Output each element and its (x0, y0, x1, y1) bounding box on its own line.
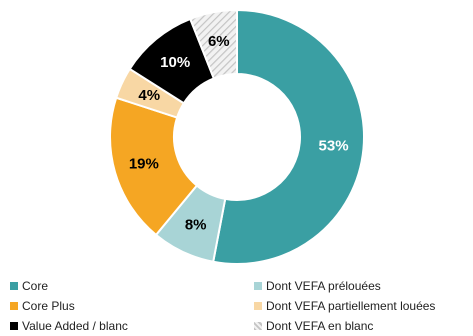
legend-swatch (10, 302, 18, 310)
legend-item-value-added-blanc: Value Added / blanc (10, 317, 128, 335)
legend-label: Dont VEFA partiellement louées (266, 299, 435, 313)
legend-swatch (254, 282, 262, 290)
chart-legend: Core Core Plus Value Added / blanc Dont VEF… (0, 277, 473, 336)
legend-label: Core (22, 279, 48, 293)
slice-label-dont-vefa-en-blanc: 6% (208, 33, 230, 50)
legend-swatch (10, 282, 18, 290)
legend-label: Core Plus (22, 299, 75, 313)
legend-swatch (254, 302, 262, 310)
legend-item-core-plus: Core Plus (10, 297, 75, 315)
slice-label-core-plus: 19% (129, 156, 159, 173)
legend-item-dont-vefa-partiellement-louees: Dont VEFA partiellement louées (254, 297, 435, 315)
legend-label: Dont VEFA prélouées (266, 279, 381, 293)
slice-label-value-added-blanc: 10% (160, 54, 190, 71)
slice-label-core: 53% (319, 138, 349, 155)
legend-label: Value Added / blanc (22, 319, 128, 333)
slice-label-dont-vefa-prelouees: 8% (185, 216, 207, 233)
legend-item-dont-vefa-prelouees: Dont VEFA prélouées (254, 277, 381, 295)
donut-chart: 53% 8% 19% 4%10% 6% (0, 0, 473, 275)
legend-label: Dont VEFA en blanc (266, 319, 373, 333)
legend-item-dont-vefa-en-blanc: Dont VEFA en blanc (254, 317, 373, 335)
slice-label-dont-vefa-partiellement-louees: 4% (138, 87, 160, 104)
legend-item-core: Core (10, 277, 48, 295)
legend-swatch (254, 322, 262, 330)
legend-swatch (10, 322, 18, 330)
